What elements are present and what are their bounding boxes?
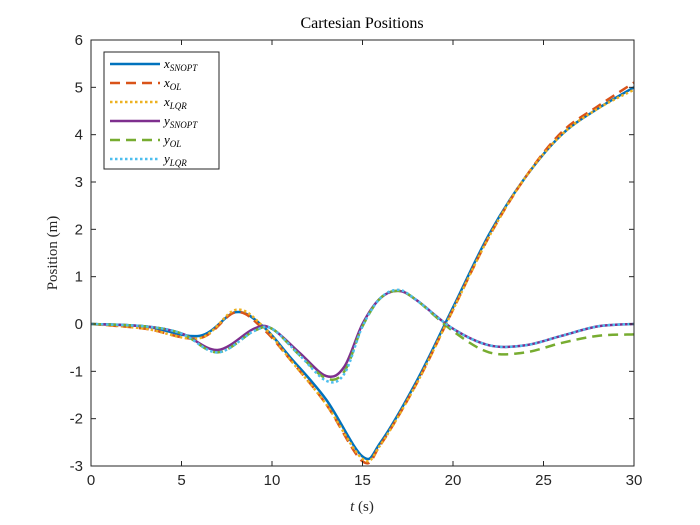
legend-box xyxy=(103,51,220,170)
y-tick-label: 3 xyxy=(75,174,83,191)
legend-label-x-lqr: xLQR xyxy=(163,94,187,111)
x-tick-label: 30 xyxy=(626,472,643,489)
x-tick-label: 25 xyxy=(535,472,552,489)
legend-label-x-ol: xOL xyxy=(163,75,181,92)
chart-title: Cartesian Positions xyxy=(300,15,423,32)
y-tick-label: -1 xyxy=(70,363,83,380)
series-line-x-lqr xyxy=(90,88,635,463)
legend-label-x-snopt: xSNOPT xyxy=(163,56,198,73)
x-tick-label: 10 xyxy=(264,472,281,489)
y-tick-label: 4 xyxy=(75,127,83,144)
y-tick-label: 5 xyxy=(75,79,83,96)
x-tick-label: 5 xyxy=(177,472,185,489)
x-axis-label-unit: (s) xyxy=(354,499,374,515)
x-axis-ticks: 0 5 10 15 20 25 30 xyxy=(87,40,643,489)
y-tick-label: -3 xyxy=(70,458,83,475)
y-tick-label: 2 xyxy=(75,221,83,238)
series-layer xyxy=(90,81,635,465)
y-tick-label: -2 xyxy=(70,411,83,428)
x-tick-label: 20 xyxy=(445,472,462,489)
legend-label-y-snopt: ySNOPT xyxy=(162,113,198,130)
legend: xSNOPT xOL xLQR ySNOPT yOL yLQR xyxy=(103,51,220,170)
legend-label-y-lqr: yLQR xyxy=(162,151,187,168)
legend-label-y-ol: yOL xyxy=(162,132,181,149)
y-tick-label: 0 xyxy=(75,316,83,333)
y-axis-ticks: -3 -2 -1 0 1 2 3 4 5 6 xyxy=(70,32,634,475)
x-axis-label-var: t xyxy=(350,499,355,515)
y-tick-label: 6 xyxy=(75,32,83,49)
x-tick-label: 15 xyxy=(354,472,371,489)
y-tick-label: 1 xyxy=(75,269,83,286)
x-tick-label: 0 xyxy=(87,472,95,489)
x-axis-label: t (s) xyxy=(350,499,374,515)
series-line-y-lqr xyxy=(90,288,635,384)
y-axis-label: Position (m) xyxy=(45,216,61,291)
legend-entries: xSNOPT xOL xLQR ySNOPT yOL yLQR xyxy=(110,56,198,168)
